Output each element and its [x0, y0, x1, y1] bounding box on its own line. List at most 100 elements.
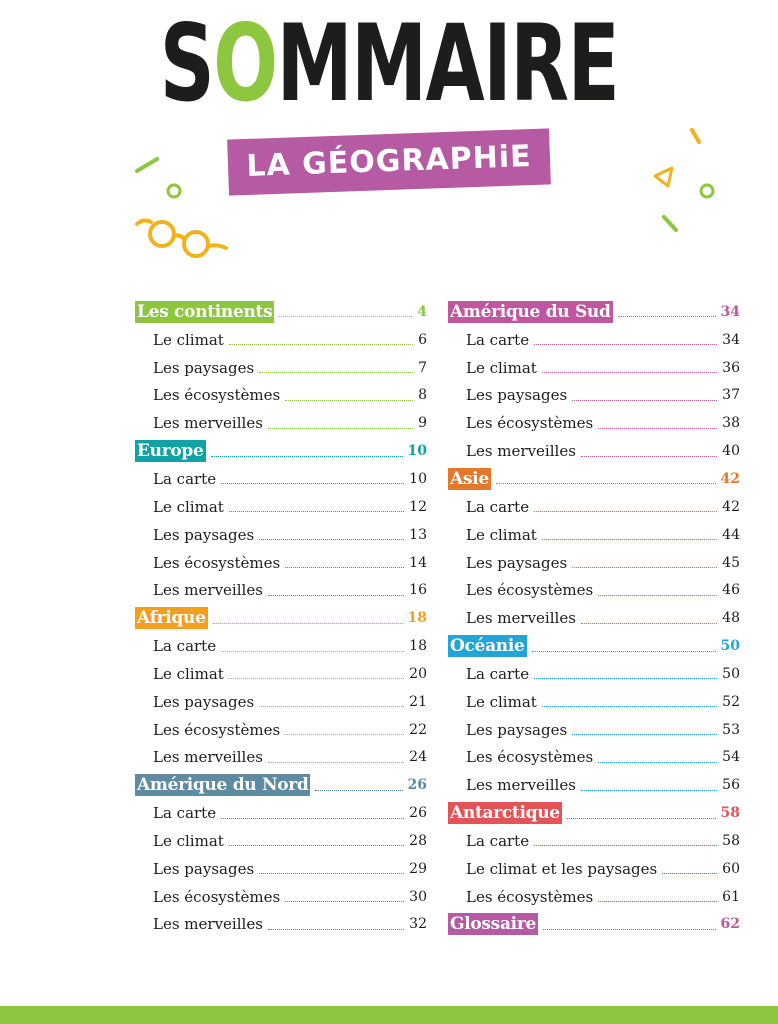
toc-leader-dots [221, 650, 405, 652]
toc-entry[interactable]: La carte 18 [135, 632, 427, 660]
toc-entry-page: 7 [418, 359, 427, 376]
toc-entry[interactable]: La carte 34 [448, 326, 740, 354]
toc-entry-page: 50 [722, 665, 740, 682]
toc-section[interactable]: Antarctique 58 [448, 799, 740, 827]
toc-entry-label: Le climat et les paysages [466, 859, 658, 878]
toc-leader-dots [221, 817, 405, 819]
toc-section-title: Les continents [135, 300, 275, 323]
toc-section[interactable]: Europe 10 [135, 437, 427, 465]
toc-entry[interactable]: Le climat 12 [135, 493, 427, 521]
toc-entry[interactable]: La carte 42 [448, 493, 740, 521]
toc-entry[interactable]: Le climat 20 [135, 660, 427, 688]
toc-section-title: Asie [448, 467, 491, 490]
toc-entry-label: La carte [466, 664, 530, 683]
toc-entry[interactable]: Les paysages 29 [135, 855, 427, 883]
toc-entry-page: 29 [409, 860, 427, 877]
toc-entry-label: Les écosystèmes [466, 414, 594, 433]
toc-entry[interactable]: Les merveilles 9 [135, 409, 427, 437]
toc-entry-label: Les paysages [466, 386, 568, 405]
toc-section[interactable]: Glossaire 62 [448, 911, 740, 939]
toc-entry[interactable]: Les paysages 7 [135, 354, 427, 382]
toc-entry[interactable]: La carte 50 [448, 660, 740, 688]
toc-leader-dots [267, 594, 405, 596]
toc-entry-label: Le climat [153, 664, 224, 683]
toc-section-title: Glossaire [448, 913, 539, 936]
toc-entry-page: 42 [722, 498, 740, 515]
toc-entry[interactable]: Les merveilles 56 [448, 771, 740, 799]
toc-entry[interactable]: Les écosystèmes 38 [448, 409, 740, 437]
toc-section[interactable]: Amérique du Nord 26 [135, 771, 427, 799]
toc-entry[interactable]: Les paysages 53 [448, 716, 740, 744]
toc-entry-page: 10 [409, 470, 427, 487]
toc-entry[interactable]: Le climat 44 [448, 521, 740, 549]
toc-entry[interactable]: Le climat 52 [448, 688, 740, 716]
toc-entry-page: 48 [722, 610, 740, 627]
glasses-icon [135, 218, 228, 258]
toc-entry[interactable]: Les écosystèmes 61 [448, 883, 740, 911]
toc-leader-dots [315, 789, 403, 791]
toc-entry-label: La carte [153, 637, 217, 656]
title-part-end: MMAIRE [276, 2, 620, 125]
toc-entry-page: 13 [409, 526, 427, 543]
toc-leader-dots [662, 873, 718, 875]
toc-entry[interactable]: Le climat 28 [135, 827, 427, 855]
toc-section-title: Océanie [448, 635, 527, 658]
toc-section-page: 50 [720, 638, 740, 655]
toc-entry-label: Le climat [153, 497, 224, 516]
toc-section[interactable]: Amérique du Sud 34 [448, 298, 740, 326]
confetti-dash-icon [662, 215, 678, 232]
toc-leader-dots [279, 316, 413, 318]
toc-entry[interactable]: Le climat et les paysages 60 [448, 855, 740, 883]
footer-bar [0, 1006, 778, 1024]
toc-entry[interactable]: Les écosystèmes 30 [135, 883, 427, 911]
toc-entry[interactable]: Les merveilles 24 [135, 744, 427, 772]
toc-entry[interactable]: Les paysages 13 [135, 521, 427, 549]
toc-entry[interactable]: Les paysages 45 [448, 549, 740, 577]
toc-entry-label: La carte [466, 831, 530, 850]
toc-entry-label: Les paysages [153, 859, 255, 878]
toc-leader-dots [259, 706, 405, 708]
toc-entry[interactable]: La carte 58 [448, 827, 740, 855]
toc-entry-page: 60 [722, 860, 740, 877]
toc-section-page: 62 [720, 916, 740, 933]
toc-entry-label: Le climat [153, 330, 224, 349]
toc-section[interactable]: Asie 42 [448, 465, 740, 493]
confetti-ring-icon [166, 183, 182, 199]
toc-entry-page: 20 [409, 665, 427, 682]
toc-section[interactable]: Les continents 4 [135, 298, 427, 326]
toc-entry-page: 58 [722, 832, 740, 849]
toc-leader-dots [221, 483, 405, 485]
toc-entry[interactable]: Les écosystèmes 14 [135, 549, 427, 577]
toc-section[interactable]: Océanie 50 [448, 632, 740, 660]
toc-entry-page: 21 [409, 693, 427, 710]
toc-entry[interactable]: Le climat 6 [135, 326, 427, 354]
toc-entry[interactable]: Les merveilles 40 [448, 437, 740, 465]
toc-entry[interactable]: Les écosystèmes 8 [135, 382, 427, 410]
toc-section-page: 18 [407, 610, 427, 627]
toc-entry-label: Les merveilles [466, 776, 576, 795]
toc-entry[interactable]: La carte 26 [135, 799, 427, 827]
toc-entry-label: Les écosystèmes [466, 748, 594, 767]
toc-leader-dots [495, 483, 716, 485]
toc-entry-label: La carte [466, 330, 530, 349]
toc-entry[interactable]: Les paysages 37 [448, 382, 740, 410]
toc-entry-label: Les merveilles [153, 581, 263, 600]
toc-entry[interactable]: Les paysages 21 [135, 688, 427, 716]
toc-entry[interactable]: Les merveilles 48 [448, 604, 740, 632]
toc-section[interactable]: Afrique 18 [135, 604, 427, 632]
toc-entry-label: Les merveilles [153, 414, 263, 433]
toc-entry-label: Les écosystèmes [153, 720, 281, 739]
toc-entry-label: Les merveilles [153, 748, 263, 767]
toc-entry-page: 12 [409, 498, 427, 515]
toc-entry-label: Les paysages [153, 692, 255, 711]
toc-entry[interactable]: Les écosystèmes 54 [448, 744, 740, 772]
toc-entry[interactable]: Le climat 36 [448, 354, 740, 382]
toc-entry[interactable]: Les écosystèmes 22 [135, 716, 427, 744]
toc-section-title: Amérique du Sud [448, 300, 613, 323]
toc-entry[interactable]: Les écosystèmes 46 [448, 576, 740, 604]
toc-leader-dots [598, 901, 718, 903]
toc-entry[interactable]: La carte 10 [135, 465, 427, 493]
toc-entry[interactable]: Les merveilles 32 [135, 911, 427, 939]
toc-entry[interactable]: Les merveilles 16 [135, 576, 427, 604]
toc-entry-label: La carte [153, 804, 217, 823]
